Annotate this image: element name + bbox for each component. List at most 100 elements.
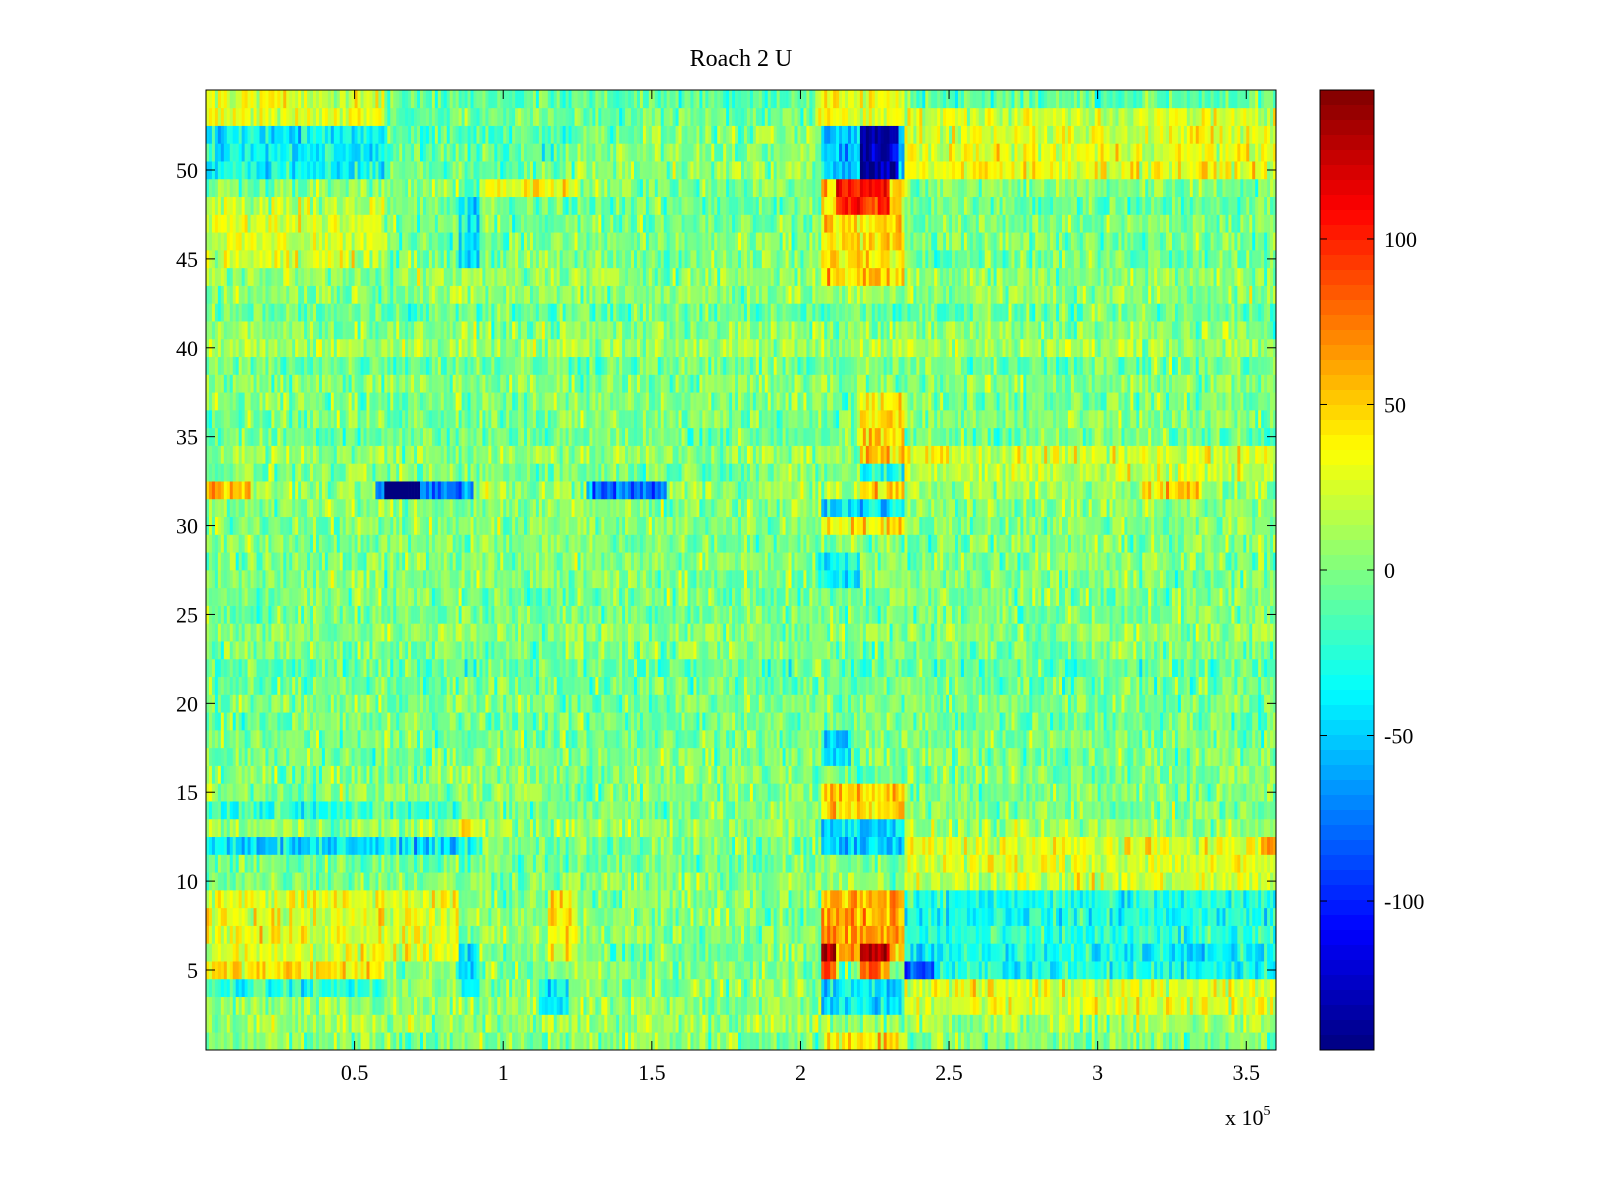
heatmap-cell <box>711 801 715 820</box>
heatmap-cell <box>559 818 564 838</box>
heatmap-cell <box>934 907 938 926</box>
heatmap-cell <box>1047 943 1051 962</box>
heatmap-cell <box>473 943 477 962</box>
heatmap-cell <box>779 978 783 998</box>
heatmap-cell <box>247 943 251 962</box>
heatmap-cell <box>910 818 914 838</box>
heatmap-cell <box>253 854 257 873</box>
heatmap-cell <box>1213 907 1217 926</box>
heatmap-cell <box>494 996 498 1015</box>
heatmap-cell <box>583 836 587 855</box>
heatmap-cell <box>999 890 1003 909</box>
heatmap-cell <box>256 1032 260 1051</box>
heatmap-cell <box>1222 854 1226 873</box>
heatmap-cell <box>485 1014 489 1033</box>
heatmap-cell <box>449 1014 454 1033</box>
heatmap-cell <box>1088 854 1093 873</box>
heatmap-cell <box>1091 925 1096 944</box>
heatmap-cell <box>613 978 617 998</box>
heatmap-cell <box>574 978 578 998</box>
heatmap-cell <box>1273 836 1277 855</box>
heatmap-cell <box>943 978 947 998</box>
heatmap-cell <box>672 943 676 962</box>
heatmap-cell <box>229 818 234 838</box>
heatmap-cell <box>1225 943 1229 962</box>
heatmap-cell <box>752 996 757 1015</box>
heatmap-cell <box>1011 854 1015 873</box>
heatmap-cell <box>1073 854 1078 873</box>
heatmap-cell <box>464 943 468 962</box>
heatmap-cell <box>405 961 409 980</box>
heatmap-cell <box>821 818 825 838</box>
heatmap-cell <box>699 872 703 891</box>
heatmap-cell <box>669 978 673 998</box>
heatmap-cell <box>1192 943 1197 962</box>
heatmap-cell <box>705 961 709 980</box>
heatmap-cell <box>586 818 590 838</box>
heatmap-cell <box>348 890 352 909</box>
heatmap-cell <box>865 890 870 909</box>
heatmap-cell <box>262 801 266 820</box>
heatmap-cell <box>1133 872 1137 891</box>
heatmap-cell <box>978 1032 983 1051</box>
heatmap-cell <box>1124 978 1128 998</box>
heatmap-cell <box>336 961 341 980</box>
heatmap-cell <box>387 1014 391 1033</box>
heatmap-cell <box>455 836 459 855</box>
heatmap-cell <box>842 961 846 980</box>
heatmap-cell <box>984 943 989 962</box>
heatmap-cell <box>824 1014 828 1033</box>
heatmap-cell <box>405 1014 409 1033</box>
heatmap-cell <box>214 801 219 820</box>
heatmap-cell <box>809 854 813 873</box>
heatmap-cell <box>354 925 358 944</box>
heatmap-cell <box>1056 836 1060 855</box>
heatmap-cell <box>931 818 935 838</box>
heatmap-cell <box>298 872 302 891</box>
heatmap-cell <box>1008 996 1012 1015</box>
heatmap-cell <box>1035 818 1039 838</box>
heatmap-cell <box>229 872 234 891</box>
heatmap-cell <box>339 801 344 820</box>
heatmap-cell <box>1213 978 1217 998</box>
heatmap-cell <box>381 996 385 1015</box>
heatmap-cell <box>381 943 385 962</box>
heatmap-cell <box>889 890 893 909</box>
heatmap-cell <box>1237 890 1241 909</box>
heatmap-cell <box>987 801 992 820</box>
heatmap-cell <box>318 907 323 926</box>
heatmap-cell <box>669 1032 673 1051</box>
heatmap-cell <box>675 836 679 855</box>
heatmap-cell <box>538 836 543 855</box>
heatmap-cell <box>1035 1032 1039 1051</box>
heatmap-cell <box>1097 925 1101 944</box>
heatmap-cell <box>1100 818 1104 838</box>
heatmap-cell <box>815 801 819 820</box>
heatmap-cell <box>1213 836 1217 855</box>
heatmap-cell <box>1100 1032 1104 1051</box>
heatmap-cell <box>405 854 409 873</box>
heatmap-cell <box>815 818 819 838</box>
heatmap-cell <box>963 818 968 838</box>
heatmap-cell <box>1204 925 1208 944</box>
heatmap-cell <box>550 1032 555 1051</box>
heatmap-cell <box>919 890 923 909</box>
heatmap-cell <box>547 1014 552 1033</box>
heatmap-cell <box>342 943 347 962</box>
heatmap-cell <box>464 978 468 998</box>
heatmap-cell <box>363 925 367 944</box>
heatmap-cell <box>217 854 222 873</box>
heatmap-cell <box>631 801 635 820</box>
heatmap-cell <box>934 890 938 909</box>
heatmap-cell <box>1035 925 1039 944</box>
heatmap-cell <box>357 1014 361 1033</box>
heatmap-cell <box>812 961 816 980</box>
heatmap-cell <box>1017 925 1021 944</box>
heatmap-cell <box>717 961 721 980</box>
heatmap-cell <box>366 925 370 944</box>
heatmap-cell <box>574 836 578 855</box>
heatmap-cell <box>535 961 540 980</box>
heatmap-cell <box>1240 961 1244 980</box>
heatmap-cell <box>1151 996 1155 1015</box>
heatmap-cell <box>824 996 828 1015</box>
